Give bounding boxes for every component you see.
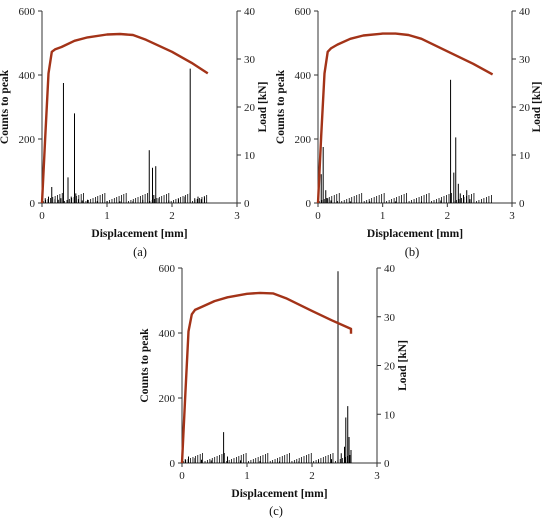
counts-series xyxy=(320,79,471,203)
y-axis-title: Counts to peak xyxy=(0,69,11,144)
x-tick-label: 2 xyxy=(169,210,175,222)
y2-tick-label: 30 xyxy=(244,54,256,66)
y2-tick-label: 30 xyxy=(384,312,396,324)
y-tick-label: 600 xyxy=(295,6,312,18)
y-tick-label: 400 xyxy=(19,70,36,82)
y2-tick-label: 20 xyxy=(244,102,256,114)
y-tick-label: 200 xyxy=(19,134,36,146)
y-tick-label: 0 xyxy=(170,458,176,470)
y2-tick-label: 30 xyxy=(519,54,531,66)
x-tick-label: 0 xyxy=(39,210,45,222)
counts-noise-floor xyxy=(318,193,492,203)
y-tick-label: 0 xyxy=(306,198,312,210)
y2-axis-title: Load [kN] xyxy=(257,82,269,133)
panel-label: (b) xyxy=(405,245,420,259)
y2-tick-label: 20 xyxy=(519,102,531,114)
load-curve xyxy=(40,32,209,204)
y-axis-title: Counts to peak xyxy=(275,69,287,144)
x-tick-label: 2 xyxy=(445,210,451,222)
x-tick-label: 3 xyxy=(234,210,240,222)
x-tick-label: 1 xyxy=(244,470,250,482)
counts-noise-floor xyxy=(182,453,351,463)
panel-label: (c) xyxy=(269,504,283,518)
y-tick-label: 0 xyxy=(30,198,36,210)
x-axis-title: Displacement [mm] xyxy=(91,228,187,240)
x-axis-title: Displacement [mm] xyxy=(231,488,327,500)
load-curve xyxy=(316,32,494,204)
y2-tick-label: 10 xyxy=(384,409,396,421)
y-tick-label: 200 xyxy=(295,134,312,146)
counts-series xyxy=(184,271,352,463)
y2-tick-label: 0 xyxy=(519,198,525,210)
panel-label: (a) xyxy=(133,245,147,259)
y-tick-label: 400 xyxy=(295,70,312,82)
y2-tick-label: 10 xyxy=(519,150,531,162)
y-tick-label: 600 xyxy=(159,263,176,275)
x-axis-title: Displacement [mm] xyxy=(367,228,463,240)
y-axis-title: Counts to peak xyxy=(139,328,151,403)
y-tick-label: 600 xyxy=(19,6,36,18)
x-tick-label: 0 xyxy=(179,470,185,482)
x-tick-label: 3 xyxy=(509,210,515,222)
x-tick-label: 0 xyxy=(315,210,321,222)
y-tick-label: 400 xyxy=(159,328,176,340)
y2-tick-label: 40 xyxy=(244,6,256,18)
y2-tick-label: 0 xyxy=(384,458,390,470)
counts-series xyxy=(44,68,205,203)
x-tick-label: 1 xyxy=(104,210,110,222)
y2-tick-label: 0 xyxy=(244,198,250,210)
y2-tick-label: 10 xyxy=(244,150,256,162)
x-tick-label: 2 xyxy=(309,470,315,482)
y2-tick-label: 40 xyxy=(384,263,396,275)
y2-axis-title: Load [kN] xyxy=(397,340,409,391)
y2-tick-label: 20 xyxy=(384,361,396,373)
y-tick-label: 200 xyxy=(159,393,176,405)
load-curve xyxy=(180,291,353,464)
x-tick-label: 3 xyxy=(374,470,380,482)
y2-axis-title: Load [kN] xyxy=(531,82,543,133)
counts-noise-floor xyxy=(42,193,208,203)
y2-tick-label: 40 xyxy=(519,6,531,18)
x-tick-label: 1 xyxy=(380,210,386,222)
